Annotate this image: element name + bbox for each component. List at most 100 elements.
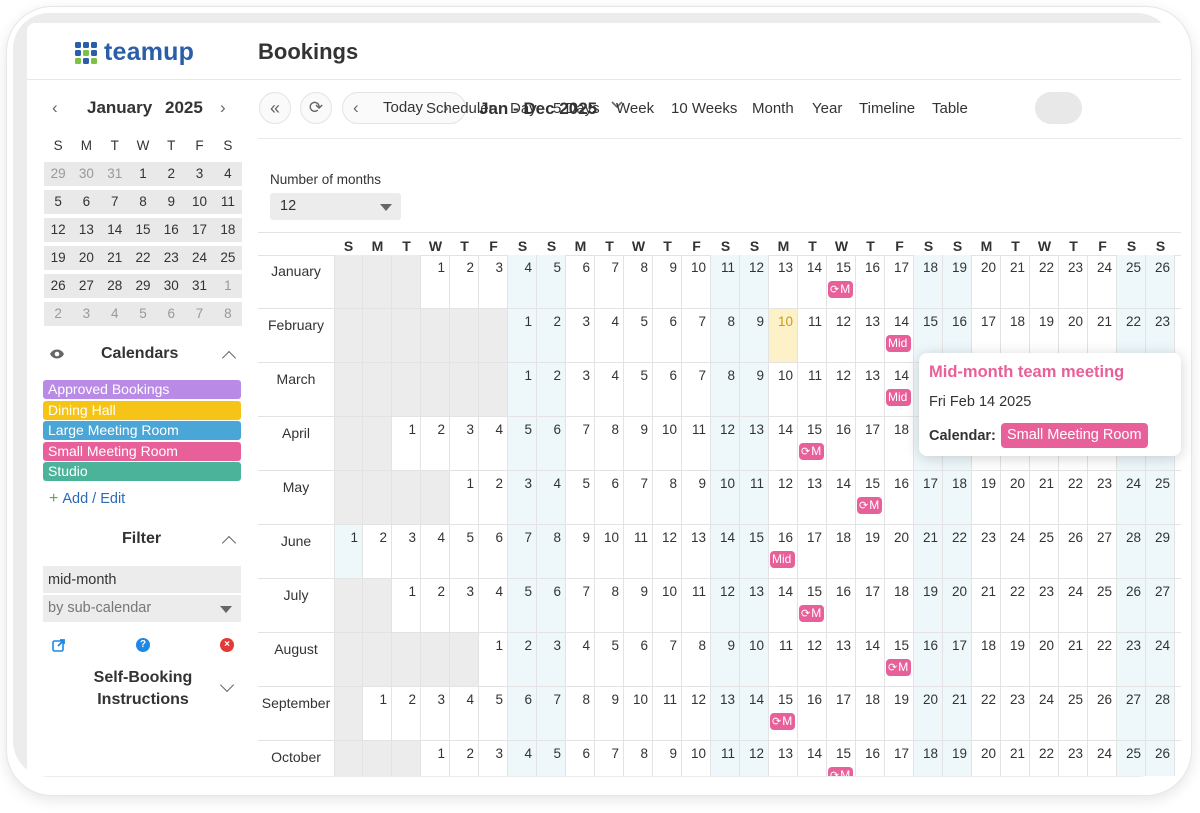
day-cell[interactable]: 3 (566, 309, 595, 363)
day-cell[interactable]: 14 (798, 741, 827, 776)
day-cell[interactable]: 7 (566, 417, 595, 471)
day-cell[interactable]: 22 (1030, 255, 1059, 309)
day-cell[interactable]: 9 (566, 525, 595, 579)
day-cell[interactable]: 27 (1117, 687, 1146, 741)
day-cell[interactable]: 4 (566, 633, 595, 687)
add-edit-calendars-link[interactable]: + Add / Edit (49, 490, 125, 508)
tab-day[interactable]: Day (510, 100, 537, 117)
chevron-up-icon[interactable] (221, 535, 237, 551)
mini-day[interactable]: 18 (213, 218, 242, 242)
day-cell[interactable]: 8 (595, 579, 624, 633)
day-cell[interactable]: 27 (1088, 525, 1117, 579)
day-cell[interactable]: 8 (595, 417, 624, 471)
chevron-up-icon[interactable] (221, 350, 237, 366)
day-cell[interactable]: 4 (508, 741, 537, 776)
day-cell[interactable]: 23 (1059, 741, 1088, 776)
day-cell[interactable]: 24 (1059, 579, 1088, 633)
chevron-down-icon[interactable] (219, 677, 235, 693)
day-cell[interactable]: 7 (566, 579, 595, 633)
day-cell[interactable]: 14 (740, 687, 769, 741)
mini-day[interactable]: 3 (185, 162, 214, 186)
day-cell[interactable]: 1 (508, 309, 537, 363)
day-cell[interactable]: 20 (885, 525, 914, 579)
day-cell[interactable]: 14 (769, 417, 798, 471)
day-cell[interactable]: 28 (1117, 525, 1146, 579)
mini-day[interactable]: 5 (128, 302, 158, 326)
day-cell[interactable]: 2 (537, 309, 566, 363)
day-cell[interactable]: 8 (711, 363, 740, 417)
day-cell[interactable]: 18 (943, 471, 972, 525)
day-cell[interactable]: 16 (885, 471, 914, 525)
day-cell[interactable]: 24 (1088, 741, 1117, 776)
day-cell[interactable]: 20 (1001, 471, 1030, 525)
calendar-item[interactable]: Small Meeting Room (43, 441, 241, 461)
mini-day[interactable]: 13 (72, 218, 101, 242)
day-cell[interactable]: 5 (508, 417, 537, 471)
refresh-icon[interactable]: ⟳ (300, 92, 332, 124)
day-cell[interactable]: 4 (479, 417, 508, 471)
mini-day[interactable]: 28 (100, 274, 129, 298)
mini-next-month-button[interactable]: › (220, 98, 226, 117)
day-cell[interactable]: 10 (624, 687, 653, 741)
day-cell[interactable]: 3 (508, 471, 537, 525)
day-cell[interactable]: 10 (769, 309, 798, 363)
day-cell[interactable]: 5 (566, 471, 595, 525)
day-cell[interactable]: 14 (798, 255, 827, 309)
day-cell[interactable]: 14 (827, 471, 856, 525)
mini-day[interactable]: 1 (128, 162, 158, 186)
day-cell[interactable]: 7 (653, 633, 682, 687)
day-cell[interactable]: 9 (740, 363, 769, 417)
event-chip[interactable]: ⟳M (828, 281, 853, 298)
day-cell[interactable]: 1 (392, 579, 421, 633)
eye-icon[interactable] (49, 348, 65, 360)
day-cell[interactable]: 21 (1001, 741, 1030, 776)
prev-period-button[interactable]: ‹ (353, 98, 359, 117)
event-chip[interactable]: ⟳M (828, 767, 853, 776)
day-cell[interactable]: 2 (421, 417, 450, 471)
day-cell[interactable]: 9 (653, 741, 682, 776)
month-label[interactable]: March (276, 371, 316, 387)
mini-day[interactable]: 2 (157, 162, 186, 186)
mini-month-label[interactable]: January (87, 98, 153, 117)
day-cell[interactable]: 6 (653, 309, 682, 363)
tab-week[interactable]: Week (616, 100, 655, 117)
day-cell[interactable]: 8 (624, 741, 653, 776)
day-cell[interactable]: 9 (624, 579, 653, 633)
date-range-label[interactable]: Jan - Dec 2025 (479, 99, 598, 118)
tab-5-days[interactable]: 5 Days (553, 100, 600, 117)
mini-day[interactable]: 30 (157, 274, 186, 298)
day-cell[interactable]: 15 (769, 687, 798, 741)
day-cell[interactable]: 10 (740, 633, 769, 687)
day-cell[interactable]: 1 (392, 417, 421, 471)
day-cell[interactable]: 18 (914, 741, 943, 776)
day-cell[interactable]: 1 (508, 363, 537, 417)
day-cell[interactable]: 6 (566, 255, 595, 309)
tab-table[interactable]: Table (932, 100, 968, 117)
day-cell[interactable]: 11 (682, 579, 711, 633)
day-cell[interactable]: 24 (1146, 633, 1175, 687)
day-cell[interactable]: 10 (653, 417, 682, 471)
day-cell[interactable]: 27 (1175, 255, 1181, 309)
day-cell[interactable]: 22 (1030, 741, 1059, 776)
day-cell[interactable]: 24 (1117, 471, 1146, 525)
day-cell[interactable]: 1 (421, 741, 450, 776)
day-cell[interactable]: 28 (1146, 687, 1175, 741)
day-cell[interactable]: 20 (943, 579, 972, 633)
day-cell[interactable]: 5 (537, 255, 566, 309)
day-cell[interactable]: 6 (537, 579, 566, 633)
day-cell[interactable]: 16 (798, 687, 827, 741)
day-cell[interactable]: 9 (711, 633, 740, 687)
day-cell[interactable]: 3 (479, 255, 508, 309)
day-cell[interactable]: 20 (1030, 633, 1059, 687)
day-cell[interactable]: 20 (914, 687, 943, 741)
day-cell[interactable]: 28 (1175, 417, 1181, 471)
day-cell[interactable]: 28 (1175, 579, 1181, 633)
day-cell[interactable]: 23 (1088, 471, 1117, 525)
day-cell[interactable]: 23 (1059, 255, 1088, 309)
day-cell[interactable]: 13 (740, 417, 769, 471)
day-cell[interactable]: 2 (392, 687, 421, 741)
day-cell[interactable]: 22 (1059, 471, 1088, 525)
day-cell[interactable]: 15 (798, 579, 827, 633)
event-title[interactable]: Mid-month team meeting (929, 363, 1125, 381)
next-period-button[interactable]: › (443, 98, 449, 117)
